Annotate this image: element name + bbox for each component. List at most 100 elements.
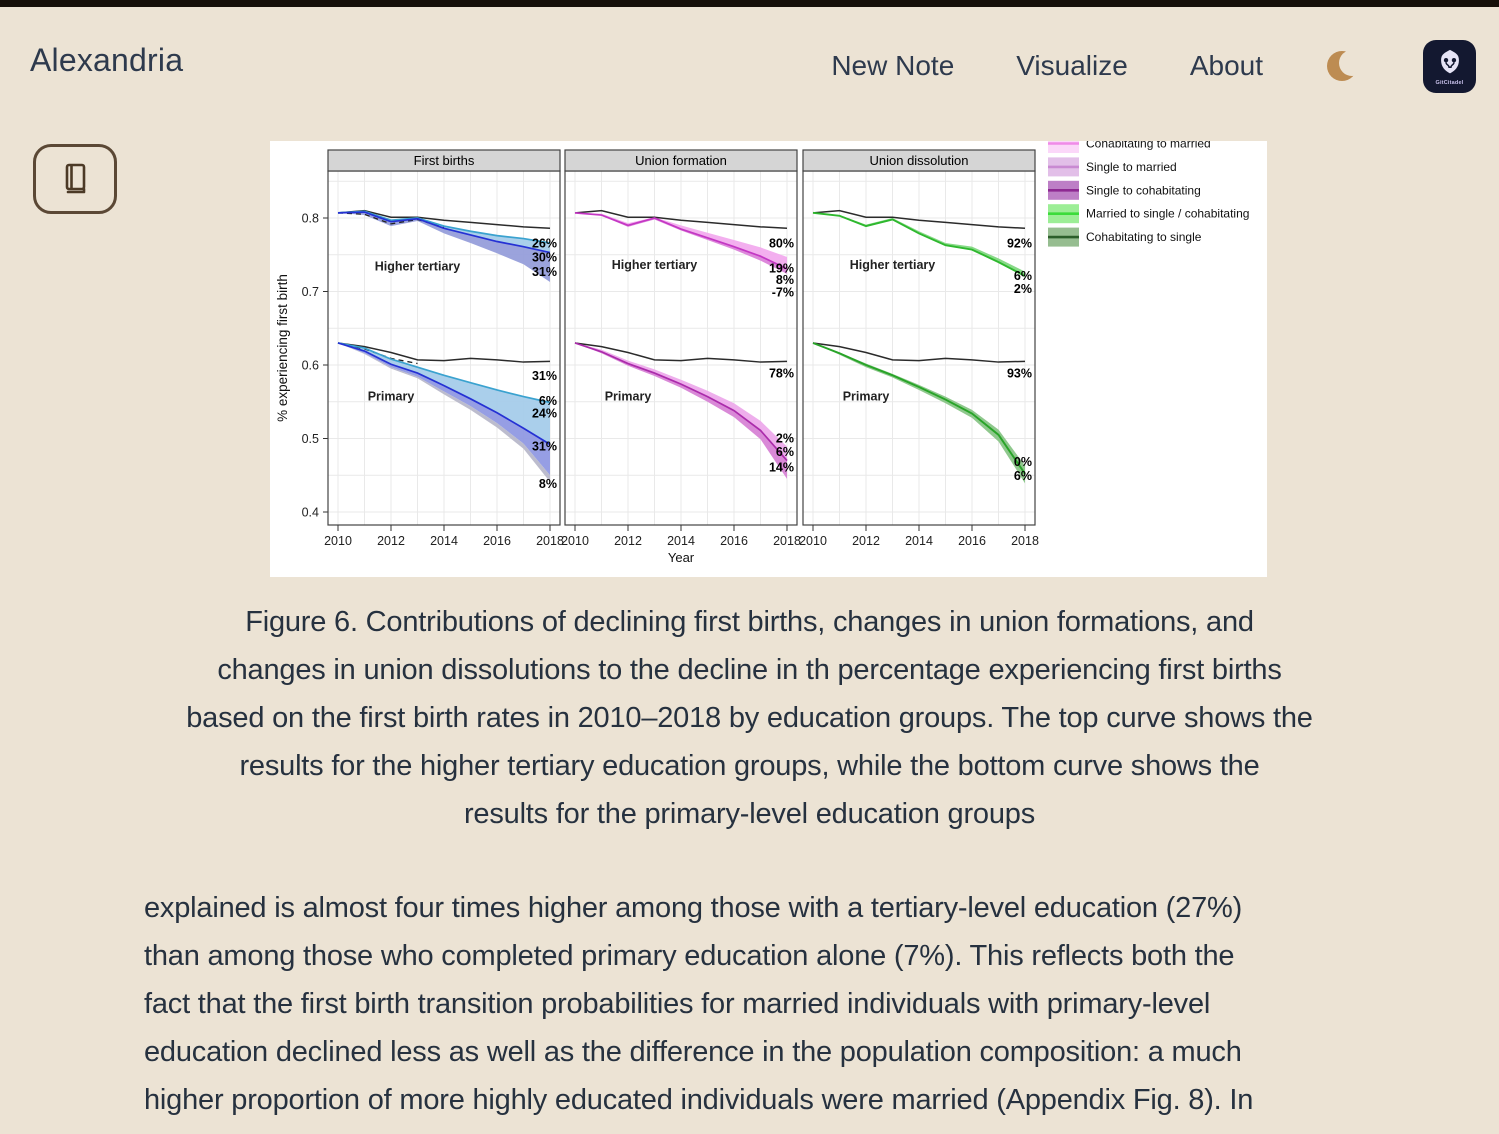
nav-new-note[interactable]: New Note: [831, 50, 955, 81]
text-line: results for the primary-level education …: [463, 798, 1036, 830]
series-line-observed: [812, 342, 1026, 363]
text-line: education declined less as well as the d…: [144, 1036, 1242, 1068]
facet-strip: [802, 149, 1036, 172]
reader-view-button[interactable]: [33, 144, 117, 214]
nav-about[interactable]: About: [1189, 50, 1263, 81]
group-label: Higher tertiary: [375, 260, 460, 274]
series-line-single-to-cohabitating: [337, 342, 551, 446]
series-ribbon: [338, 342, 550, 445]
facet-title: First births: [414, 153, 475, 168]
x-tick-label: 2016: [958, 534, 986, 548]
percent-label: 93%: [1007, 367, 1032, 381]
x-tick-label: 2016: [483, 534, 511, 548]
x-tick-label: 2014: [430, 534, 458, 548]
top-edge-strip: [0, 0, 1499, 7]
series-line-observed: [337, 209, 551, 230]
facet-title: Union dissolution: [869, 153, 968, 168]
group-label: Primary: [843, 390, 890, 404]
x-tick-label: 2010: [561, 534, 589, 548]
y-tick-label: 0.5: [302, 432, 319, 446]
group-label: Primary: [368, 390, 415, 404]
x-tick-label: 2012: [852, 534, 880, 548]
percent-label: 6%: [776, 445, 794, 459]
figure-caption: Figure 6. Contributions of declining fir…: [0, 598, 1499, 838]
article-paragraph: explained is almost four times higher am…: [144, 884, 1454, 1134]
percent-label: 14%: [769, 461, 794, 475]
nav-visualize[interactable]: Visualize: [1016, 50, 1128, 81]
percent-label: 24%: [532, 406, 557, 420]
percent-label: 8%: [776, 273, 794, 287]
x-tick-label: 2012: [377, 534, 405, 548]
x-tick-label: 2014: [667, 534, 695, 548]
series-line-observed: [574, 342, 788, 363]
percent-label: 8%: [539, 477, 557, 491]
percent-label: 80%: [769, 236, 794, 250]
figure-image: 0.4 0.5 0.6 0.7 0.8 % experiencing first birt…: [270, 134, 1267, 577]
percent-label: -7%: [772, 286, 794, 300]
gitcitadel-logo[interactable]: GitCitadel: [1423, 39, 1476, 93]
percent-label: 6%: [1014, 269, 1032, 283]
x-tick-label: 2014: [905, 534, 933, 548]
text-line: than among those who completed primary e…: [144, 940, 1235, 972]
book-icon: [65, 163, 86, 194]
percent-label: 31%: [532, 369, 557, 383]
percent-label: 31%: [532, 265, 557, 279]
text-line: changes in union dissolutions to the dec…: [217, 654, 1282, 686]
group-label: Higher tertiary: [850, 258, 935, 272]
facet-title: Union formation: [635, 153, 727, 168]
percent-label: 78%: [769, 367, 794, 381]
x-tick-label: 2018: [536, 534, 564, 548]
series-line-single-to-married: [574, 212, 788, 270]
percent-label: 2%: [1014, 282, 1032, 296]
text-line: based on the first birth rates in 2010–2…: [186, 702, 1313, 734]
percent-label: 2%: [776, 431, 794, 445]
group-label: Primary: [605, 390, 652, 404]
x-tick-label: 2010: [799, 534, 827, 548]
legend-label: Cohabitating to single: [1086, 230, 1202, 244]
text-line: explained is almost four times higher am…: [144, 892, 1243, 924]
facet-strip: [564, 149, 798, 172]
series-line-single-to-cohabitating: [337, 211, 551, 254]
logo-shield-icon: [1440, 49, 1459, 73]
x-tick-label: 2018: [1011, 534, 1039, 548]
legend-label: Single to cohabitating: [1086, 183, 1201, 197]
main-nav: New Note Visualize About GitCitadel: [831, 36, 1476, 96]
text-line: fact that the first birth transition pro…: [144, 988, 1211, 1020]
percent-label: 26%: [532, 236, 557, 250]
theme-toggle[interactable]: [1325, 48, 1365, 84]
brand-title[interactable]: Alexandria: [30, 42, 184, 78]
group-label: Higher tertiary: [612, 258, 697, 272]
percent-label: 30%: [532, 250, 557, 264]
y-axis-label: % experiencing first birth: [275, 274, 290, 422]
percent-label: 92%: [1007, 236, 1032, 250]
series-line-cohabitating-to-single: [812, 342, 1026, 475]
series-line-single-to-married: [337, 342, 551, 404]
percent-label: 31%: [532, 439, 557, 453]
x-tick-label: 2016: [720, 534, 748, 548]
percent-label: 19%: [769, 261, 794, 275]
logo-text: GitCitadel: [1435, 79, 1464, 86]
text-line: higher proportion of more highly educate…: [144, 1084, 1254, 1116]
facet-strip: [327, 149, 561, 172]
x-tick-label: 2010: [324, 534, 352, 548]
series-line-observed: [574, 209, 788, 230]
x-tick-label: 2012: [614, 534, 642, 548]
series-line-observed: [812, 209, 1026, 230]
legend-label: Cohabitating to married: [1086, 141, 1211, 151]
figure-chart: 0.4 0.5 0.6 0.7 0.8 % experiencing first birt…: [275, 134, 1249, 565]
x-axis-label: Year: [668, 550, 695, 565]
moon-icon: [1327, 50, 1365, 81]
text-line: results for the higher tertiary educatio…: [239, 750, 1260, 782]
series-line-single-to-cohabitating: [574, 342, 788, 462]
y-tick-label: 0.4: [302, 506, 319, 520]
y-tick-label: 0.6: [302, 359, 319, 373]
x-tick-label: 2018: [773, 534, 801, 548]
percent-label: 6%: [1014, 469, 1032, 483]
y-tick-label: 0.7: [302, 285, 319, 299]
legend-label: Single to married: [1086, 160, 1177, 174]
y-tick-label: 0.8: [302, 212, 319, 226]
series-line-observed: [337, 342, 551, 363]
series-line-married-to-single: [812, 211, 1026, 277]
percent-label: 0%: [1014, 455, 1032, 469]
percent-label: 6%: [539, 394, 557, 408]
